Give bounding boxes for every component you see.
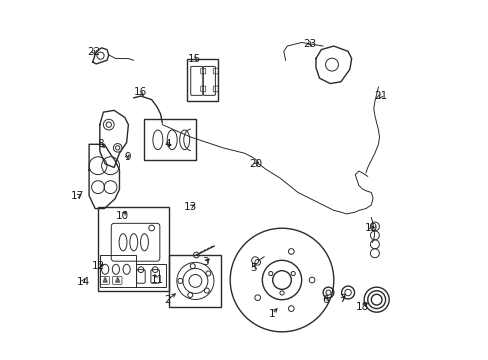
Text: 7: 7 xyxy=(339,294,346,303)
Text: 8: 8 xyxy=(97,139,103,149)
Text: 18: 18 xyxy=(355,302,368,312)
Text: 3: 3 xyxy=(202,257,208,267)
Bar xyxy=(169,255,221,307)
Bar xyxy=(187,59,217,102)
Text: 11: 11 xyxy=(150,275,163,285)
Text: 21: 21 xyxy=(374,91,387,101)
Text: 22: 22 xyxy=(87,47,100,57)
Text: 17: 17 xyxy=(71,191,84,201)
Text: 15: 15 xyxy=(187,54,201,64)
Polygon shape xyxy=(115,277,120,282)
Polygon shape xyxy=(103,277,107,282)
Bar xyxy=(100,255,135,287)
Text: 12: 12 xyxy=(92,261,105,271)
Text: 10: 10 xyxy=(116,211,129,221)
Text: 1: 1 xyxy=(268,309,275,319)
Bar xyxy=(135,264,165,287)
Bar xyxy=(98,207,169,291)
Text: 16: 16 xyxy=(133,87,146,98)
Text: 20: 20 xyxy=(249,159,263,169)
Text: 13: 13 xyxy=(184,202,197,212)
Bar xyxy=(144,119,196,160)
Text: 23: 23 xyxy=(302,39,316,49)
Text: 6: 6 xyxy=(322,295,328,305)
Text: 2: 2 xyxy=(164,295,171,305)
Text: 4: 4 xyxy=(164,139,171,149)
Text: 19: 19 xyxy=(365,223,378,233)
Text: 9: 9 xyxy=(124,152,130,162)
Text: 14: 14 xyxy=(76,277,89,287)
Text: 5: 5 xyxy=(250,262,257,273)
